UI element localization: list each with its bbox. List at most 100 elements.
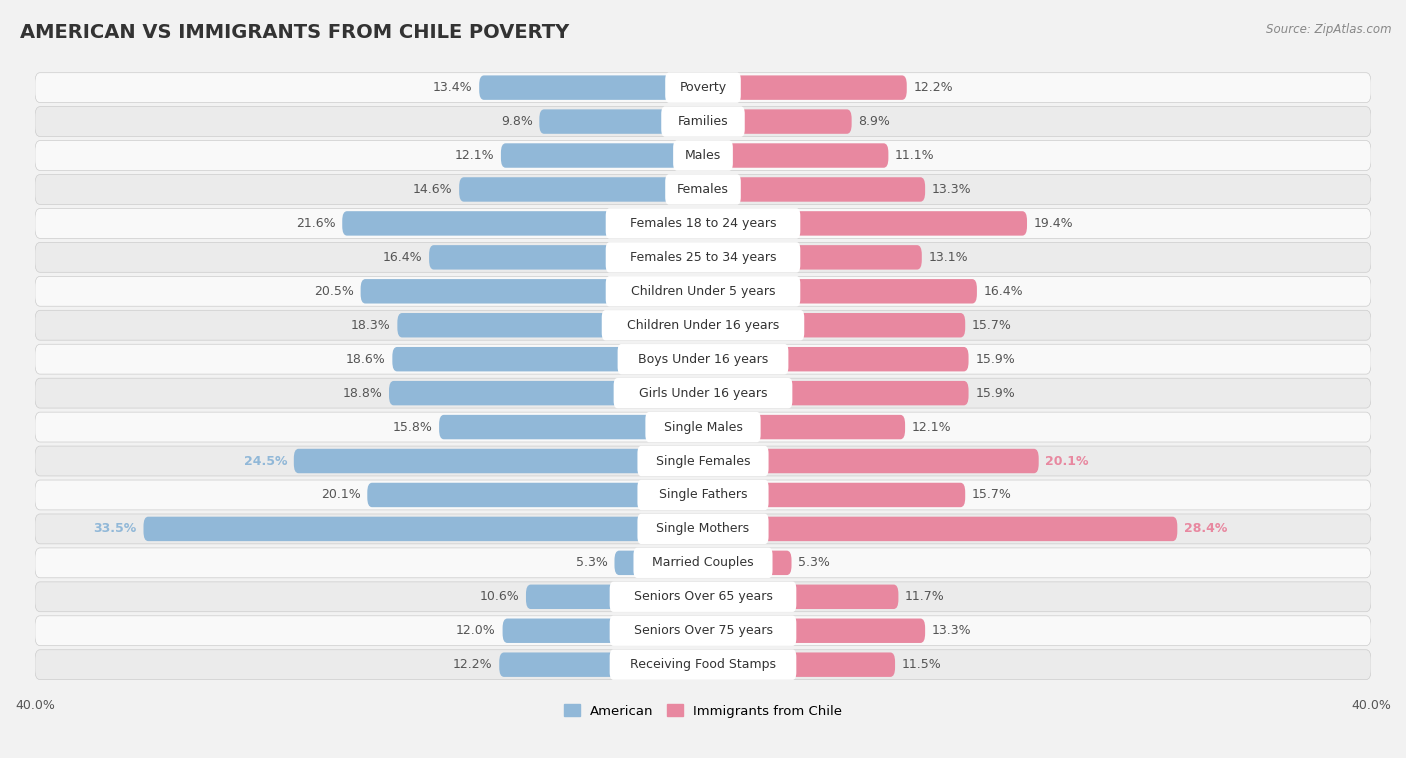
FancyBboxPatch shape bbox=[35, 140, 1371, 171]
FancyBboxPatch shape bbox=[398, 313, 703, 337]
Text: 16.4%: 16.4% bbox=[984, 285, 1024, 298]
FancyBboxPatch shape bbox=[703, 347, 969, 371]
FancyBboxPatch shape bbox=[501, 143, 703, 168]
Text: 5.3%: 5.3% bbox=[799, 556, 830, 569]
FancyBboxPatch shape bbox=[606, 276, 800, 306]
FancyBboxPatch shape bbox=[389, 381, 703, 406]
FancyBboxPatch shape bbox=[703, 584, 898, 609]
FancyBboxPatch shape bbox=[499, 653, 703, 677]
Text: 13.4%: 13.4% bbox=[433, 81, 472, 94]
Text: 28.4%: 28.4% bbox=[1184, 522, 1227, 535]
Text: 19.4%: 19.4% bbox=[1033, 217, 1073, 230]
FancyBboxPatch shape bbox=[35, 650, 1371, 680]
Text: 12.1%: 12.1% bbox=[911, 421, 952, 434]
FancyBboxPatch shape bbox=[35, 243, 1371, 272]
FancyBboxPatch shape bbox=[665, 73, 741, 103]
FancyBboxPatch shape bbox=[502, 619, 703, 643]
Text: Single Males: Single Males bbox=[664, 421, 742, 434]
Text: Girls Under 16 years: Girls Under 16 years bbox=[638, 387, 768, 399]
Text: Boys Under 16 years: Boys Under 16 years bbox=[638, 352, 768, 365]
Text: Males: Males bbox=[685, 149, 721, 162]
Legend: American, Immigrants from Chile: American, Immigrants from Chile bbox=[558, 699, 848, 723]
Text: Receiving Food Stamps: Receiving Food Stamps bbox=[630, 658, 776, 671]
FancyBboxPatch shape bbox=[703, 75, 907, 100]
FancyBboxPatch shape bbox=[703, 109, 852, 134]
FancyBboxPatch shape bbox=[610, 650, 796, 680]
Text: Children Under 5 years: Children Under 5 years bbox=[631, 285, 775, 298]
Text: 11.1%: 11.1% bbox=[896, 149, 935, 162]
FancyBboxPatch shape bbox=[703, 313, 965, 337]
Text: 8.9%: 8.9% bbox=[858, 115, 890, 128]
Text: 13.3%: 13.3% bbox=[932, 183, 972, 196]
FancyBboxPatch shape bbox=[460, 177, 703, 202]
Text: 9.8%: 9.8% bbox=[501, 115, 533, 128]
FancyBboxPatch shape bbox=[35, 107, 1371, 136]
Text: 20.1%: 20.1% bbox=[1046, 455, 1088, 468]
Text: Single Mothers: Single Mothers bbox=[657, 522, 749, 535]
FancyBboxPatch shape bbox=[703, 619, 925, 643]
Text: Females: Females bbox=[678, 183, 728, 196]
Text: Single Fathers: Single Fathers bbox=[659, 488, 747, 502]
Text: 21.6%: 21.6% bbox=[295, 217, 336, 230]
FancyBboxPatch shape bbox=[35, 310, 1371, 340]
Text: Married Couples: Married Couples bbox=[652, 556, 754, 569]
Text: Single Females: Single Females bbox=[655, 455, 751, 468]
Text: 5.3%: 5.3% bbox=[576, 556, 607, 569]
FancyBboxPatch shape bbox=[35, 446, 1371, 476]
FancyBboxPatch shape bbox=[35, 208, 1371, 238]
FancyBboxPatch shape bbox=[35, 277, 1371, 306]
FancyBboxPatch shape bbox=[342, 211, 703, 236]
FancyBboxPatch shape bbox=[367, 483, 703, 507]
Text: 16.4%: 16.4% bbox=[382, 251, 422, 264]
FancyBboxPatch shape bbox=[703, 415, 905, 440]
FancyBboxPatch shape bbox=[703, 550, 792, 575]
Text: Families: Families bbox=[678, 115, 728, 128]
FancyBboxPatch shape bbox=[703, 211, 1026, 236]
FancyBboxPatch shape bbox=[606, 243, 800, 272]
FancyBboxPatch shape bbox=[602, 310, 804, 340]
FancyBboxPatch shape bbox=[429, 245, 703, 270]
FancyBboxPatch shape bbox=[360, 279, 703, 303]
FancyBboxPatch shape bbox=[392, 347, 703, 371]
FancyBboxPatch shape bbox=[703, 279, 977, 303]
Text: 13.1%: 13.1% bbox=[928, 251, 969, 264]
FancyBboxPatch shape bbox=[35, 412, 1371, 442]
Text: 12.2%: 12.2% bbox=[453, 658, 492, 671]
FancyBboxPatch shape bbox=[35, 615, 1371, 646]
Text: 11.5%: 11.5% bbox=[901, 658, 942, 671]
FancyBboxPatch shape bbox=[617, 344, 789, 374]
Text: 18.3%: 18.3% bbox=[352, 319, 391, 332]
FancyBboxPatch shape bbox=[673, 140, 733, 171]
FancyBboxPatch shape bbox=[634, 548, 772, 578]
Text: Children Under 16 years: Children Under 16 years bbox=[627, 319, 779, 332]
Text: 12.0%: 12.0% bbox=[456, 625, 496, 637]
FancyBboxPatch shape bbox=[610, 615, 796, 646]
FancyBboxPatch shape bbox=[661, 106, 745, 136]
FancyBboxPatch shape bbox=[35, 378, 1371, 408]
Text: 15.8%: 15.8% bbox=[392, 421, 433, 434]
Text: 18.6%: 18.6% bbox=[346, 352, 385, 365]
Text: 10.6%: 10.6% bbox=[479, 590, 519, 603]
FancyBboxPatch shape bbox=[439, 415, 703, 440]
Text: 20.1%: 20.1% bbox=[321, 488, 360, 502]
Text: 33.5%: 33.5% bbox=[94, 522, 136, 535]
FancyBboxPatch shape bbox=[479, 75, 703, 100]
FancyBboxPatch shape bbox=[703, 653, 896, 677]
FancyBboxPatch shape bbox=[703, 245, 922, 270]
FancyBboxPatch shape bbox=[614, 550, 703, 575]
FancyBboxPatch shape bbox=[35, 582, 1371, 612]
Text: Females 18 to 24 years: Females 18 to 24 years bbox=[630, 217, 776, 230]
FancyBboxPatch shape bbox=[703, 517, 1177, 541]
FancyBboxPatch shape bbox=[637, 480, 769, 510]
FancyBboxPatch shape bbox=[35, 174, 1371, 205]
FancyBboxPatch shape bbox=[35, 344, 1371, 374]
FancyBboxPatch shape bbox=[665, 174, 741, 205]
Text: 15.9%: 15.9% bbox=[976, 352, 1015, 365]
FancyBboxPatch shape bbox=[35, 480, 1371, 510]
Text: 13.3%: 13.3% bbox=[932, 625, 972, 637]
FancyBboxPatch shape bbox=[526, 584, 703, 609]
Text: 12.2%: 12.2% bbox=[914, 81, 953, 94]
FancyBboxPatch shape bbox=[35, 73, 1371, 102]
Text: Seniors Over 65 years: Seniors Over 65 years bbox=[634, 590, 772, 603]
FancyBboxPatch shape bbox=[613, 378, 793, 409]
